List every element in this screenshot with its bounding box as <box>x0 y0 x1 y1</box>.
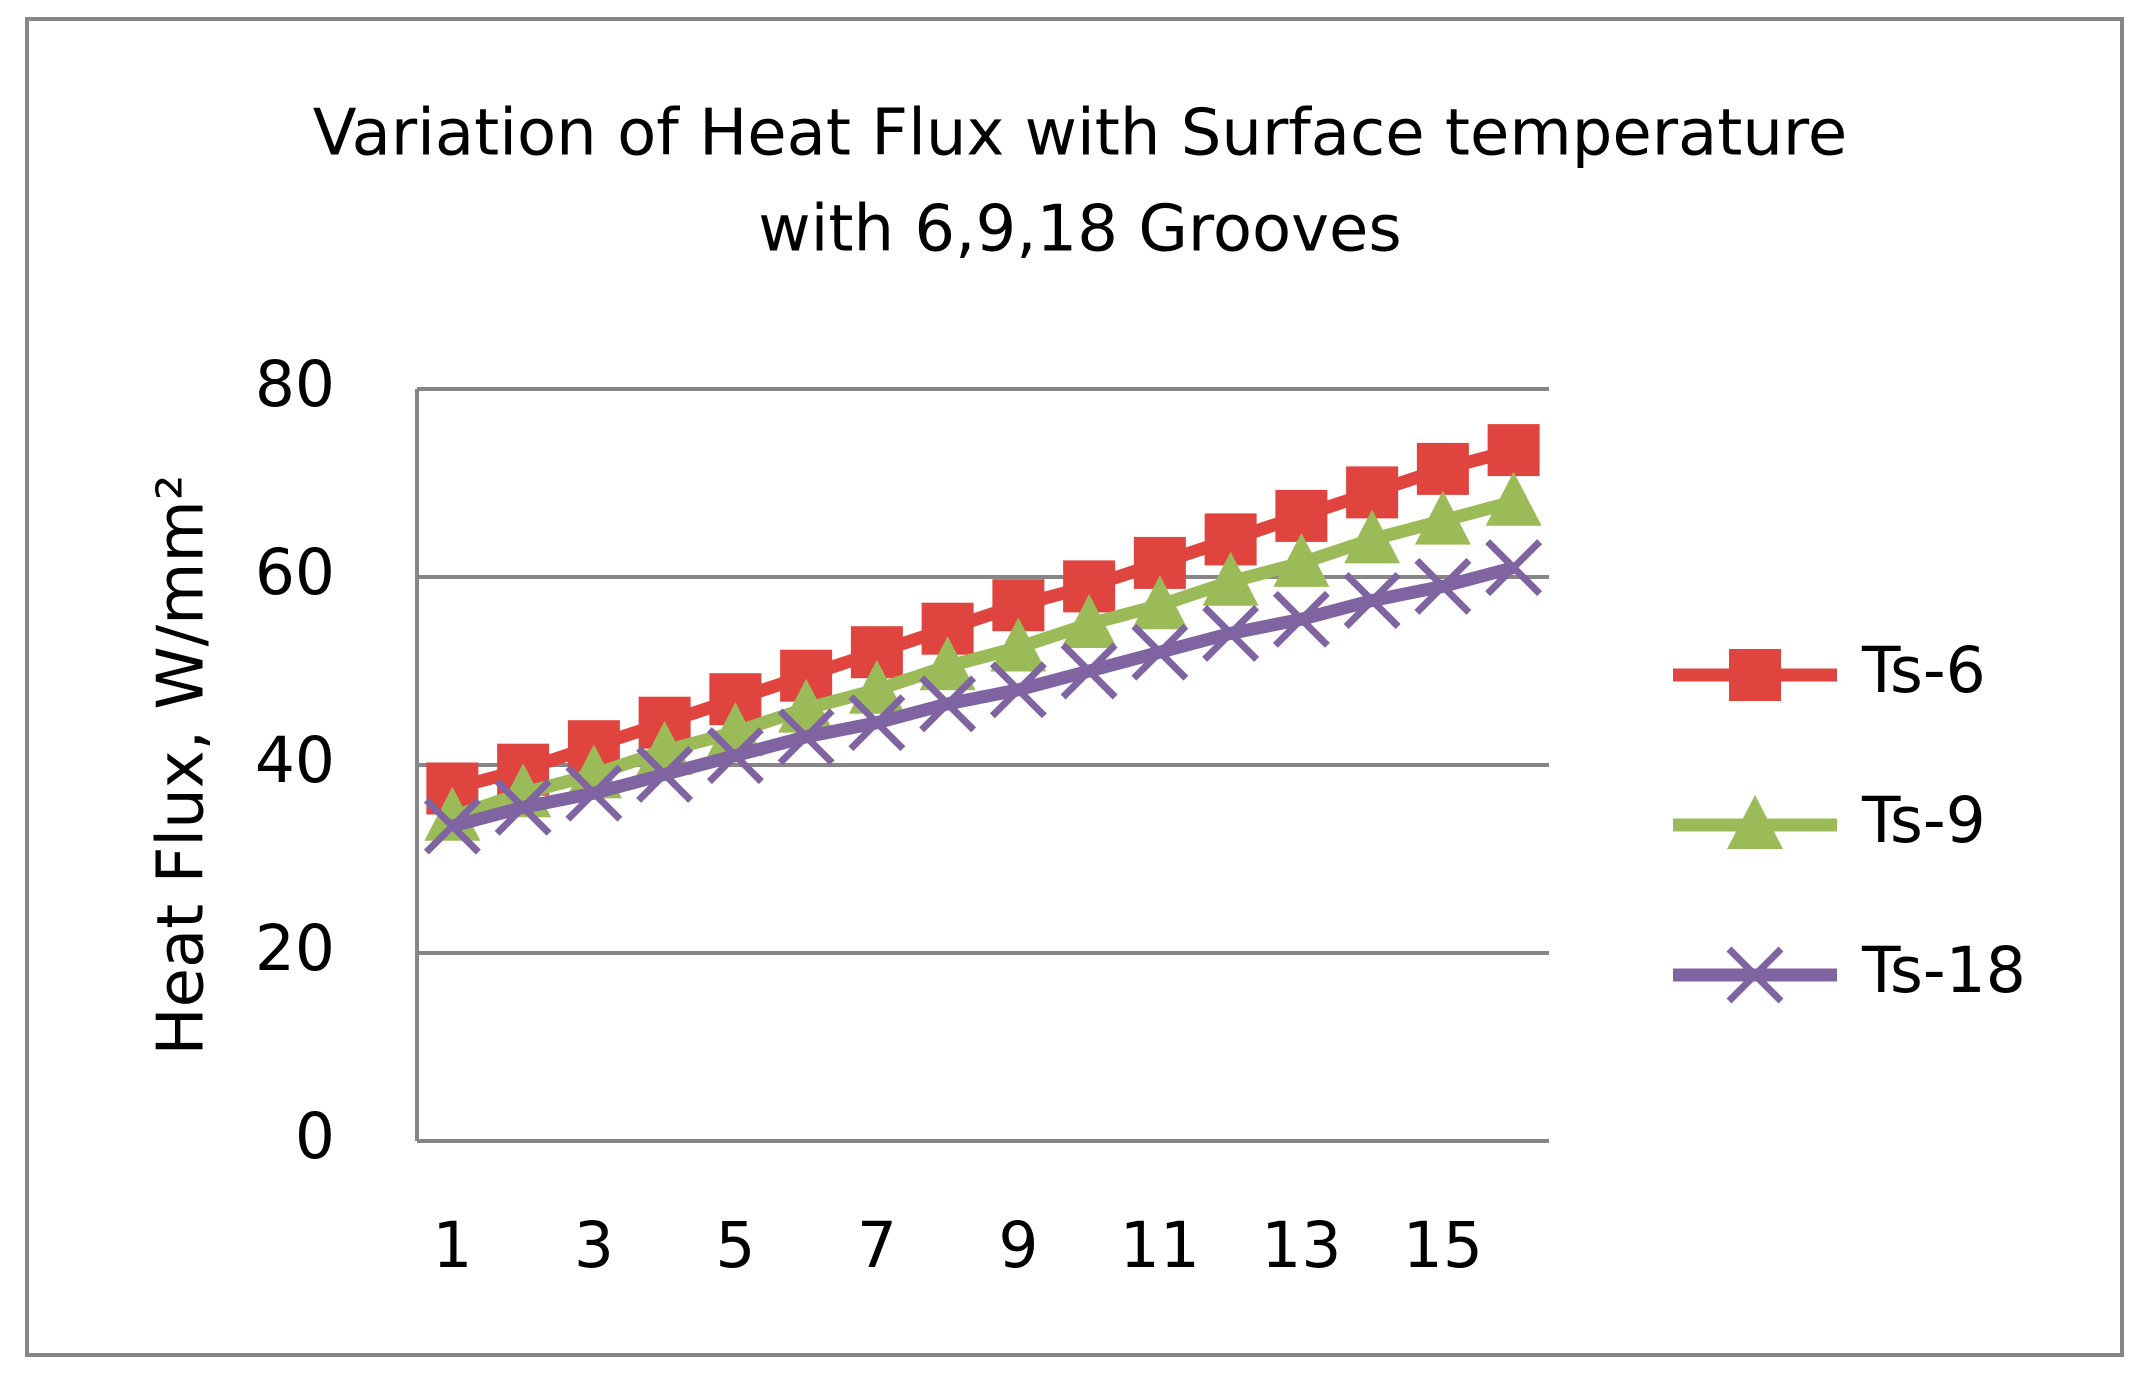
marker <box>848 659 905 714</box>
marker <box>1485 471 1542 526</box>
x-tick-label: 15 <box>1403 1209 1483 1282</box>
marker <box>1061 594 1118 648</box>
marker <box>1416 442 1469 495</box>
marker <box>989 661 1047 719</box>
chart-title: Variation of Heat Flux with Surface temp… <box>313 97 1847 171</box>
marker <box>636 745 694 803</box>
marker <box>1487 424 1540 477</box>
y-tick-label: 80 <box>255 348 335 421</box>
marker <box>706 727 764 785</box>
x-tick-label: 3 <box>574 1209 614 1282</box>
chart-title: with 6,9,18 Grooves <box>758 193 1401 267</box>
marker <box>990 617 1047 672</box>
series-line <box>450 443 1516 795</box>
marker <box>1727 795 1783 849</box>
marker <box>1272 590 1330 648</box>
legend-item: Ts-6 <box>1673 634 1986 707</box>
marker <box>1729 649 1781 701</box>
series-line <box>450 495 1516 823</box>
x-tick-label: 11 <box>1120 1209 1200 1282</box>
marker <box>1131 575 1188 630</box>
marker <box>1343 572 1401 629</box>
y-tick-label: 20 <box>255 912 335 985</box>
marker <box>777 708 835 766</box>
marker <box>1273 532 1330 587</box>
x-tick-label: 7 <box>857 1209 897 1282</box>
marker <box>423 797 481 855</box>
legend-item: Ts-18 <box>1673 934 2026 1007</box>
marker <box>919 636 976 691</box>
y-tick-label: 40 <box>255 724 335 797</box>
marker <box>1414 490 1471 545</box>
marker <box>1726 946 1784 1004</box>
x-tick-label: 13 <box>1261 1209 1341 1282</box>
marker <box>1485 539 1543 597</box>
marker <box>1344 509 1401 564</box>
y-tick-label: 60 <box>255 536 335 609</box>
legend-label: Ts-6 <box>1861 634 1986 707</box>
y-tick-label: 0 <box>295 1100 335 1173</box>
marker <box>565 764 623 822</box>
marker <box>1202 551 1259 606</box>
marker <box>1414 557 1472 615</box>
x-tick-label: 5 <box>715 1209 755 1282</box>
marker <box>919 675 977 733</box>
legend-item: Ts-9 <box>1673 784 1986 857</box>
marker <box>1060 642 1118 700</box>
marker <box>848 694 906 752</box>
legend-label: Ts-18 <box>1861 934 2026 1007</box>
series-line <box>450 561 1516 833</box>
y-axis-label: Heat Flux, W/mm² <box>145 474 219 1055</box>
marker <box>1202 604 1260 662</box>
marker <box>494 778 552 836</box>
legend-label: Ts-9 <box>1861 784 1986 857</box>
marker <box>1131 623 1189 681</box>
x-tick-label: 9 <box>998 1209 1038 1282</box>
x-tick-label: 1 <box>432 1209 472 1282</box>
